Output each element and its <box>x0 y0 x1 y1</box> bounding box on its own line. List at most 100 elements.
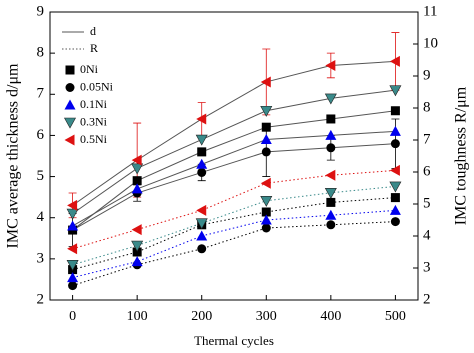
marker <box>260 214 272 225</box>
marker <box>63 117 77 129</box>
legend-label: 0.1Ni <box>80 97 108 111</box>
marker <box>261 122 271 132</box>
marker <box>132 176 142 186</box>
y2-axis-label: IMC toughness R/μm <box>453 86 470 225</box>
marker <box>67 199 78 211</box>
marker <box>260 196 273 207</box>
y2-tick-label: 4 <box>423 227 431 243</box>
y-tick-label: 6 <box>37 127 45 143</box>
marker <box>389 85 402 97</box>
marker <box>131 154 142 166</box>
marker <box>196 204 207 216</box>
marker <box>324 93 337 105</box>
d-line <box>72 143 396 231</box>
marker <box>325 129 337 140</box>
x-tick-label: 400 <box>320 309 341 324</box>
marker <box>131 183 143 194</box>
marker <box>67 243 78 255</box>
marker <box>260 105 273 117</box>
marker <box>261 147 271 157</box>
y-tick-label: 3 <box>37 250 45 266</box>
y2-tick-label: 2 <box>423 291 431 307</box>
x-axis-label: Thermal cycles <box>194 333 274 348</box>
d-line <box>72 130 396 227</box>
marker <box>261 223 271 233</box>
r-line <box>72 209 396 279</box>
marker <box>195 134 208 146</box>
marker <box>326 197 336 207</box>
legend-label: 0Ni <box>80 62 99 76</box>
marker <box>66 208 79 220</box>
y-tick-label: 8 <box>37 45 45 61</box>
marker <box>390 193 400 203</box>
y-tick-label: 4 <box>37 209 45 225</box>
y-axis-label: IMC average thickness d/μm <box>5 63 22 249</box>
marker <box>326 143 336 153</box>
y-tick-label: 7 <box>37 86 45 102</box>
marker <box>65 83 75 92</box>
marker <box>389 181 402 193</box>
marker <box>67 272 79 283</box>
marker <box>68 281 78 291</box>
marker <box>131 256 143 267</box>
marker <box>66 260 79 271</box>
marker <box>196 113 207 125</box>
y2-tick-label: 6 <box>423 163 431 179</box>
marker <box>261 207 271 217</box>
marker <box>64 99 76 110</box>
marker <box>131 224 142 236</box>
marker <box>389 164 400 176</box>
y2-tick-label: 7 <box>423 131 431 147</box>
y-tick-label: 5 <box>37 168 45 184</box>
marker <box>260 76 271 88</box>
x-tick-label: 0 <box>69 309 76 324</box>
marker <box>65 65 75 75</box>
x-tick-label: 500 <box>385 309 406 324</box>
marker <box>389 55 400 67</box>
y2-tick-label: 9 <box>423 67 431 83</box>
marker <box>64 134 75 146</box>
marker <box>326 220 336 230</box>
marker <box>195 218 208 230</box>
y-tick-label: 9 <box>37 3 45 19</box>
r-line <box>72 197 396 271</box>
marker <box>196 230 208 241</box>
marker <box>132 247 142 257</box>
y2-tick-label: 11 <box>423 3 437 19</box>
marker <box>197 147 207 157</box>
marker <box>196 158 208 169</box>
r-line <box>72 169 396 250</box>
y2-tick-label: 5 <box>423 195 431 211</box>
marker <box>260 134 272 145</box>
marker <box>67 220 79 231</box>
marker <box>131 163 144 175</box>
y-tick-label: 2 <box>37 291 45 307</box>
legend-label: 0.05Ni <box>80 79 114 93</box>
marker <box>131 240 144 252</box>
legend-label: R <box>90 41 98 55</box>
marker <box>325 209 337 220</box>
marker <box>197 167 207 177</box>
marker <box>390 217 400 227</box>
legend-label: 0.5Ni <box>80 132 108 146</box>
legend-label: d <box>90 24 96 38</box>
r-line <box>72 221 396 287</box>
marker <box>197 244 207 254</box>
x-tick-label: 300 <box>256 309 277 324</box>
marker <box>390 106 400 116</box>
x-tick-label: 200 <box>191 309 212 324</box>
marker <box>325 59 336 71</box>
r-line <box>72 185 396 266</box>
marker <box>389 125 401 136</box>
y2-tick-label: 10 <box>423 35 438 51</box>
legend-label: 0.3Ni <box>80 114 108 128</box>
d-line <box>72 110 396 231</box>
y2-tick-label: 8 <box>423 99 431 115</box>
d-line <box>72 89 396 215</box>
y2-tick-label: 3 <box>423 259 431 275</box>
d-line <box>72 60 396 206</box>
marker <box>326 114 336 124</box>
marker <box>390 139 400 149</box>
marker <box>389 204 401 215</box>
